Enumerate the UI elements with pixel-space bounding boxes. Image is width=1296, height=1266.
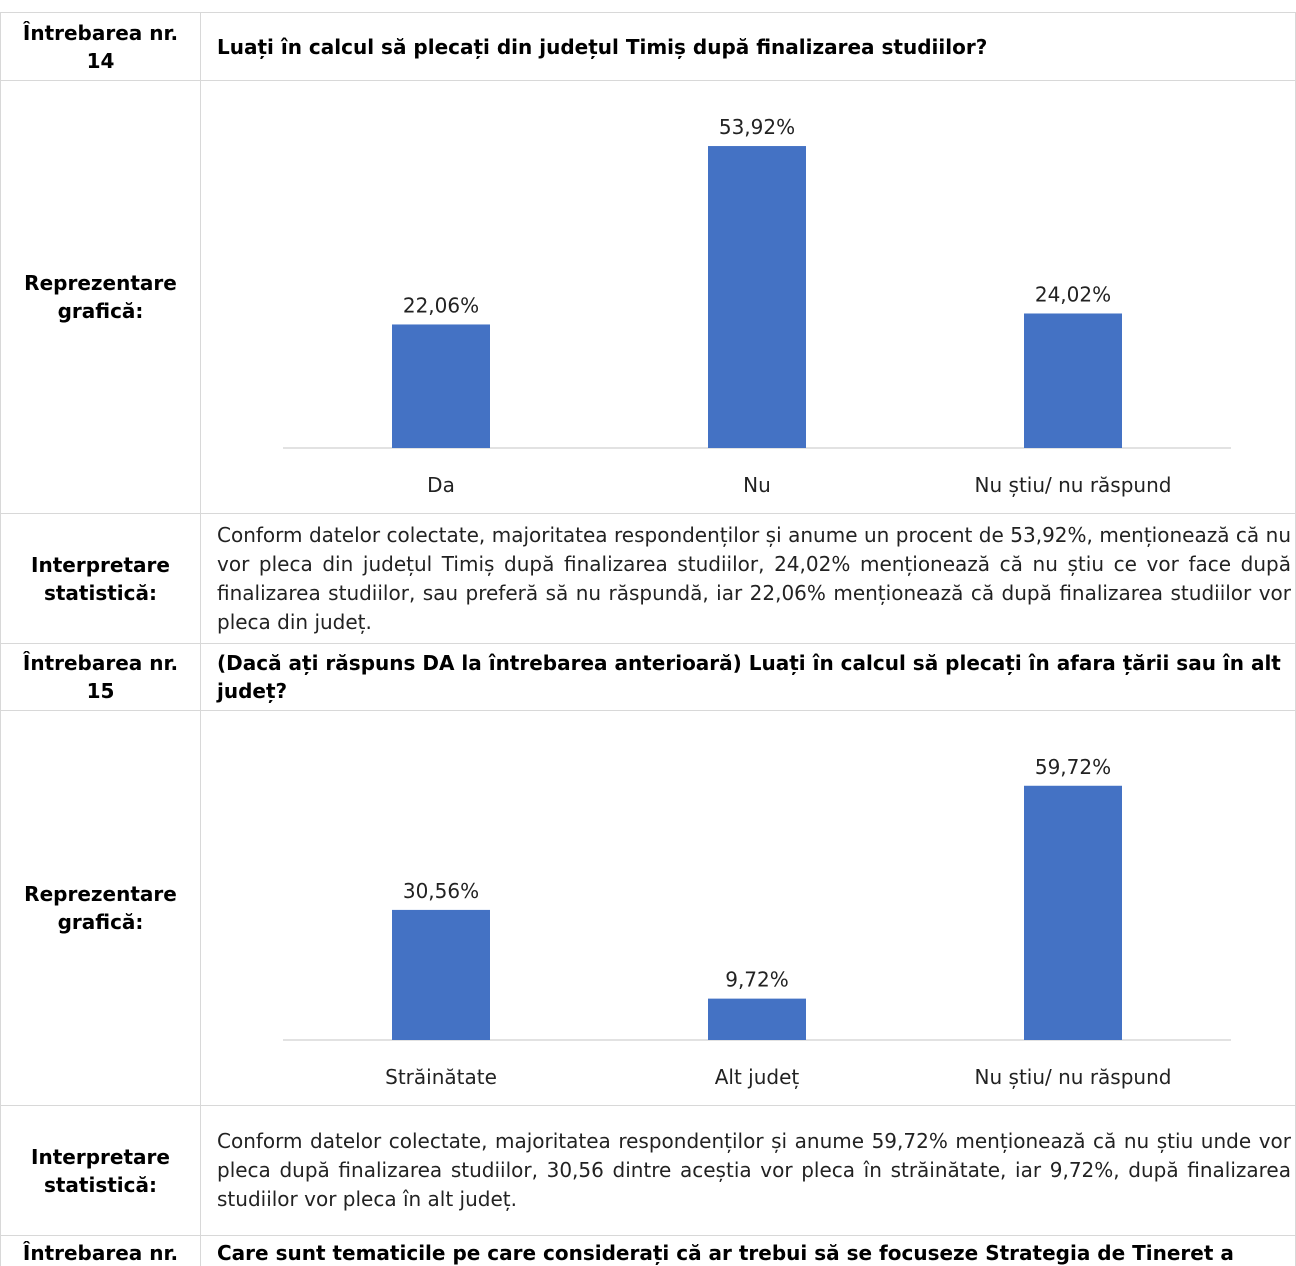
bar — [1024, 785, 1122, 1040]
category-label: Nu știu/ nu răspund — [975, 1065, 1172, 1089]
row-label: Întrebarea nr. 15 — [0, 643, 201, 711]
chart: Da 22,06% Nu 53,92% Nu știu/ nu răspund 24,02… — [283, 115, 1231, 497]
row-label: Interpretare statistică: — [0, 513, 201, 644]
bar — [392, 909, 490, 1040]
row: Întrebarea nr. 16 Care sunt tematicile p… — [0, 1235, 1296, 1266]
row-label: Reprezentare grafică: — [0, 80, 201, 514]
row-label: Reprezentare grafică: — [0, 710, 201, 1106]
row-label: Interpretare statistică: — [0, 1105, 201, 1236]
row: Interpretare statistică: Conform datelor… — [0, 513, 1296, 644]
bar — [392, 323, 490, 448]
category-label: Da — [427, 473, 455, 497]
value-label: 22,06% — [403, 293, 479, 317]
row: Interpretare statistică: Conform datelor… — [0, 1105, 1296, 1236]
bar — [1024, 312, 1122, 448]
bar — [708, 998, 806, 1040]
value-label: 24,02% — [1035, 282, 1111, 306]
survey-table: Întrebarea nr. 14 Luați în calcul să ple… — [0, 12, 1296, 1266]
chart: Străinătate 30,56% Alt județ 9,72% Nu știu/ … — [283, 754, 1231, 1089]
value-label: 9,72% — [725, 967, 789, 991]
chart-cell: Da 22,06% Nu 53,92% Nu știu/ nu răspund 24,02… — [200, 80, 1296, 514]
value-label: 59,72% — [1035, 754, 1111, 778]
question: Luați în calcul să plecați din județul T… — [200, 12, 1296, 81]
category-label: Alt județ — [715, 1065, 800, 1089]
row-label: Întrebarea nr. 16 — [0, 1235, 201, 1266]
interpretation: Conform datelor colectate, majoritatea r… — [200, 1105, 1296, 1236]
bar — [708, 145, 806, 448]
row: Întrebarea nr. 14 Luați în calcul să ple… — [0, 12, 1296, 81]
interpretation: Conform datelor colectate, majoritatea r… — [200, 513, 1296, 644]
row: Întrebarea nr. 15 (Dacă ați răspuns DA l… — [0, 643, 1296, 711]
category-label: Nu — [743, 473, 771, 497]
question: (Dacă ați răspuns DA la întrebarea anter… — [200, 643, 1296, 711]
row-label: Întrebarea nr. 14 — [0, 12, 201, 81]
row: Reprezentare grafică: Da 22,06% Nu 53,92% Nu… — [0, 80, 1296, 514]
question: Care sunt tematicile pe care considerați… — [200, 1235, 1296, 1266]
category-label: Nu știu/ nu răspund — [975, 473, 1172, 497]
chart-cell: Străinătate 30,56% Alt județ 9,72% Nu știu/ … — [200, 710, 1296, 1106]
category-label: Străinătate — [385, 1065, 497, 1089]
row: Reprezentare grafică: Străinătate 30,56% A… — [0, 710, 1296, 1106]
value-label: 30,56% — [403, 878, 479, 902]
value-label: 53,92% — [719, 115, 795, 139]
